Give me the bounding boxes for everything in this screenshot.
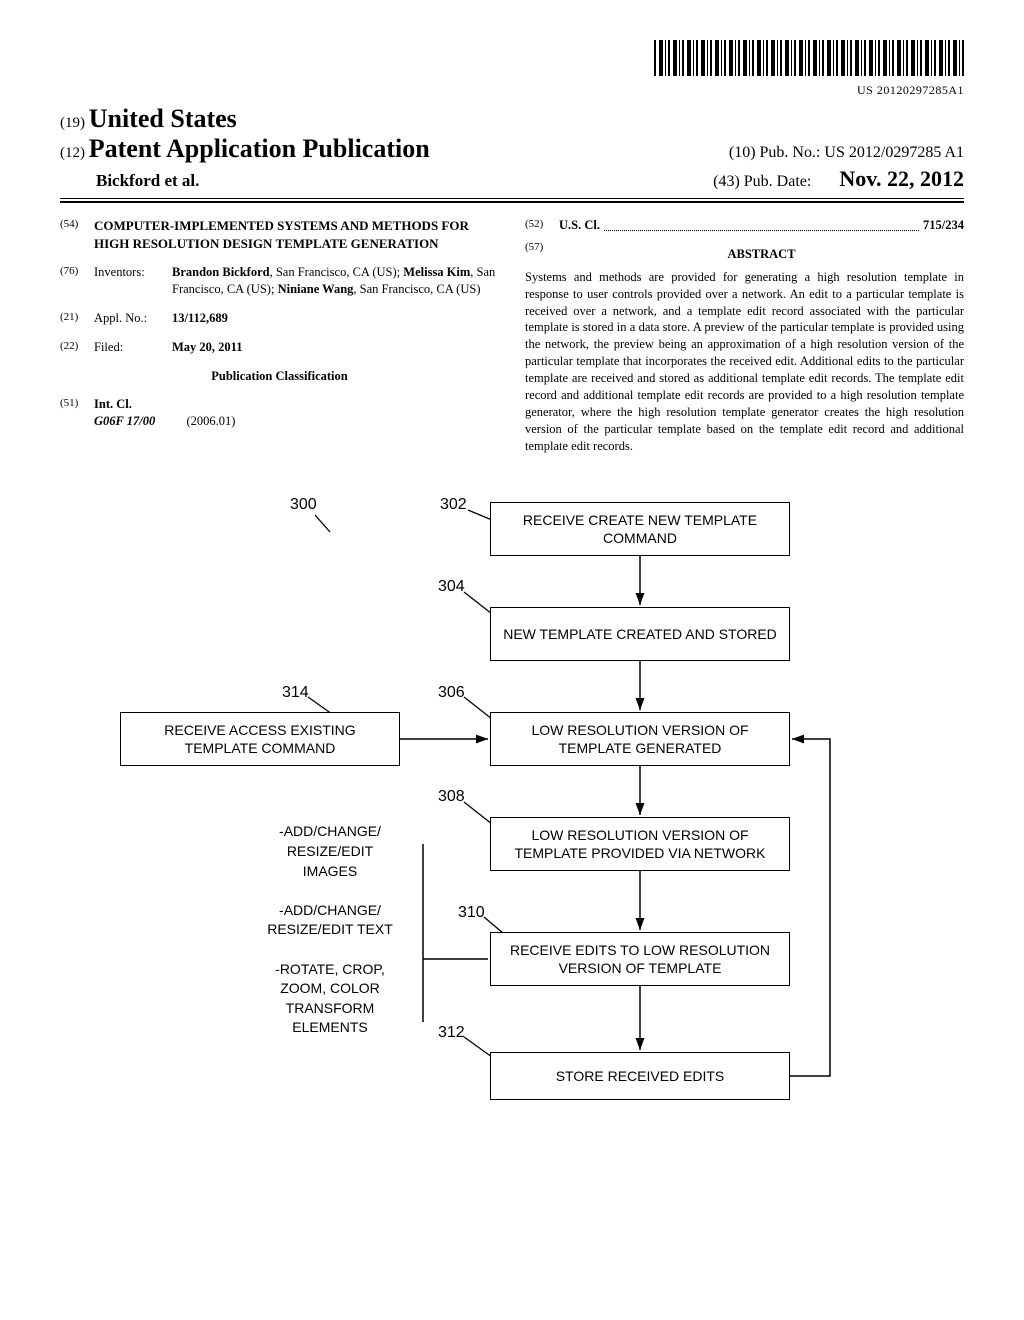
ref-304: 304 [438,578,465,596]
flowbox-306: LOW RESOLUTION VERSION OF TEMPLATE GENER… [490,712,790,766]
inventor-name-1: Brandon Bickford [172,265,270,279]
rule-thick [60,201,964,203]
flowchart-figure: 300 302 304 306 308 310 312 314 RECEIVE … [60,492,964,1212]
field-num-12: (12) [60,145,85,161]
field-num-76: (76) [60,264,94,298]
pub-date: (43) Pub. Date: Nov. 22, 2012 [713,166,964,192]
barcode-block: US 20120297285A1 [60,40,964,98]
invention-title: COMPUTER-IMPLEMENTED SYSTEMS AND METHODS… [94,217,499,252]
field-num-51: (51) [60,396,94,430]
field-52: (52) U.S. Cl. 715/234 [525,217,964,234]
int-cl-label: Int. Cl. [94,397,132,411]
abstract-heading: ABSTRACT [559,246,964,263]
field-57: (57) ABSTRACT [525,240,964,269]
ref-300: 300 [290,496,317,514]
field-num-21: (21) [60,310,94,327]
barcode [654,40,964,76]
field-21: (21) Appl. No.: 13/112,689 [60,310,499,327]
ref-310: 310 [458,904,485,922]
flowbox-308: LOW RESOLUTION VERSION OF TEMPLATE PROVI… [490,817,790,871]
field-num-54: (54) [60,217,94,252]
int-cl-year: (2006.01) [187,414,236,428]
flowbox-312: STORE RECEIVED EDITS [490,1052,790,1100]
flowbox-304: NEW TEMPLATE CREATED AND STORED [490,607,790,661]
field-num-52: (52) [525,217,559,234]
pub-date-value: Nov. 22, 2012 [839,166,964,191]
int-cl-code: G06F 17/00 [94,414,155,428]
filed-value: May 20, 2011 [172,340,242,354]
ref-308: 308 [438,788,465,806]
field-label-76: Inventors: [94,264,172,298]
field-label-21: Appl. No.: [94,310,172,327]
ref-314: 314 [282,684,309,702]
field-num-22: (22) [60,339,94,356]
field-num-19: (19) [60,115,85,131]
inventor-name-2: Melissa Kim [403,265,470,279]
inventor-rest-3: , San Francisco, CA (US) [353,282,480,296]
field-22: (22) Filed: May 20, 2011 [60,339,499,356]
pub-no: (10) Pub. No.: US 2012/0297285 A1 [729,144,964,162]
field-num-57: (57) [525,240,559,269]
field-51: (51) Int. Cl. G06F 17/00 (2006.01) [60,396,499,430]
rule-thin [60,198,964,199]
country: United States [89,104,237,133]
pub-classification-heading: Publication Classification [60,368,499,385]
field-label-22: Filed: [94,339,172,356]
abstract-text: Systems and methods are provided for gen… [525,269,964,455]
pub-date-label: (43) Pub. Date: [713,173,811,190]
biblio-columns: (54) COMPUTER-IMPLEMENTED SYSTEMS AND ME… [60,217,964,454]
inventor-name-3: Niniane Wang [278,282,354,296]
field-76: (76) Inventors: Brandon Bickford, San Fr… [60,264,499,298]
header-line-19: (19) United States [60,104,964,134]
barcode-label: US 20120297285A1 [60,83,964,98]
int-cl-block: Int. Cl. G06F 17/00 (2006.01) [94,396,499,430]
right-column: (52) U.S. Cl. 715/234 (57) ABSTRACT Syst… [525,217,964,454]
left-column: (54) COMPUTER-IMPLEMENTED SYSTEMS AND ME… [60,217,499,454]
doc-type: Patent Application Publication [89,134,430,163]
flowbox-310: RECEIVE EDITS TO LOW RESOLUTION VERSION … [490,932,790,986]
us-cl-label: U.S. Cl. [559,217,600,234]
sidenote-edits: -ADD/CHANGE/ RESIZE/EDIT IMAGES -ADD/CHA… [240,822,420,1038]
header-line-12: (12) Patent Application Publication [60,134,430,164]
ref-306: 306 [438,684,465,702]
inventor-rest-1: , San Francisco, CA (US); [270,265,404,279]
appl-no-value: 13/112,689 [172,311,228,325]
field-54: (54) COMPUTER-IMPLEMENTED SYSTEMS AND ME… [60,217,499,252]
dotted-leader [604,217,919,231]
header: (19) United States (12) Patent Applicati… [60,104,964,192]
flowbox-314: RECEIVE ACCESS EXISTING TEMPLATE COMMAND [120,712,400,766]
inventors-value: Brandon Bickford, San Francisco, CA (US)… [172,264,499,298]
flowbox-302: RECEIVE CREATE NEW TEMPLATE COMMAND [490,502,790,556]
ref-312: 312 [438,1024,465,1042]
authors: Bickford et al. [60,171,199,191]
us-cl-value: 715/234 [923,217,964,234]
ref-302: 302 [440,496,467,514]
